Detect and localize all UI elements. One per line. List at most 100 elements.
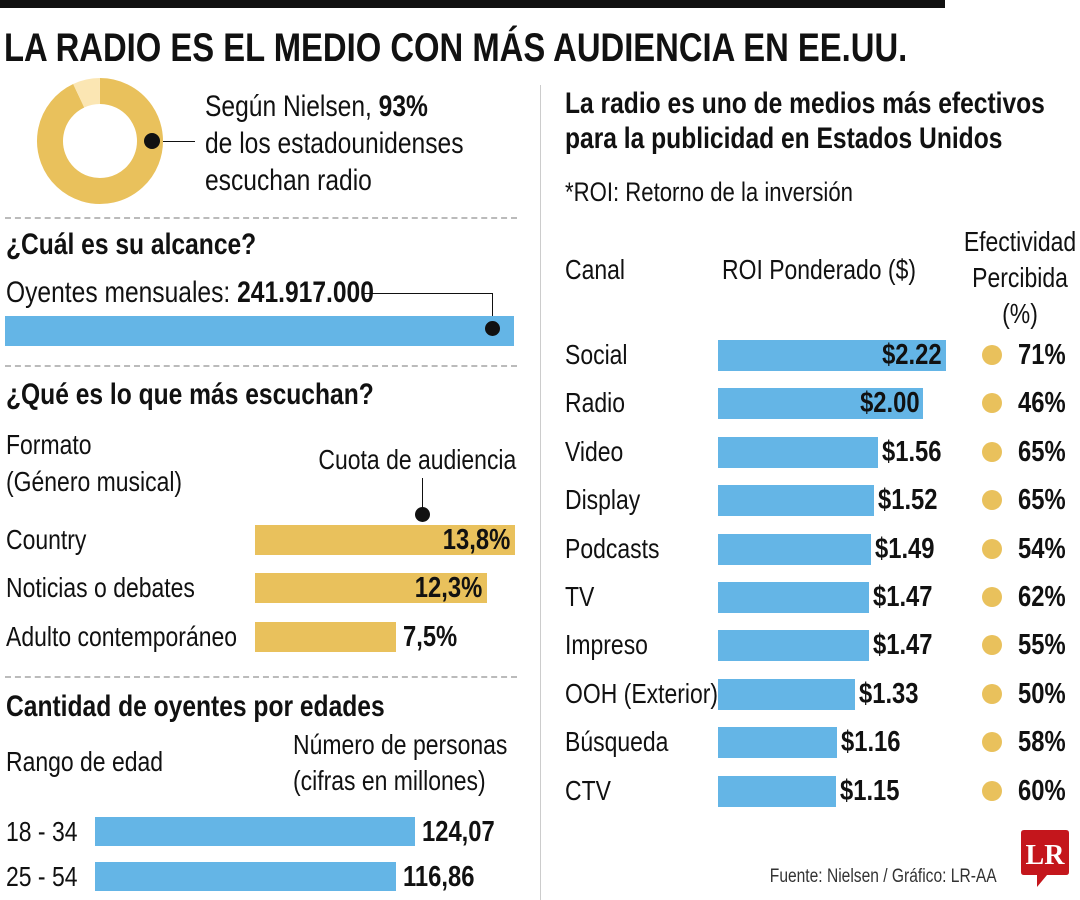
reach-label-text: Oyentes mensuales: bbox=[6, 276, 238, 309]
roi-value: $1.47 bbox=[872, 581, 933, 613]
donut-chart bbox=[37, 78, 163, 204]
format-bar bbox=[255, 525, 515, 555]
roi-value: $1.15 bbox=[840, 774, 900, 807]
top-rule bbox=[0, 0, 945, 8]
divider bbox=[5, 365, 517, 367]
effectiveness-value: 46% bbox=[1018, 387, 1066, 420]
roi-channel-label: Podcasts bbox=[565, 532, 660, 564]
format-label: Country bbox=[6, 524, 87, 555]
effectiveness-value: 65% bbox=[1018, 484, 1066, 517]
reach-leader-line bbox=[362, 293, 493, 294]
effectiveness-dot bbox=[982, 490, 1002, 511]
reach-dot bbox=[485, 321, 500, 336]
donut-leader-line bbox=[163, 141, 195, 142]
formats-col1: Formato (Género musical) bbox=[6, 426, 182, 500]
roi-note: *ROI: Retorno de la inversión bbox=[565, 177, 853, 207]
donut-slice-rest bbox=[73, 78, 101, 108]
format-bar bbox=[255, 622, 397, 652]
reach-bar bbox=[5, 316, 514, 346]
age-label: 18 - 34 bbox=[6, 816, 78, 847]
roi-channel-label: TV bbox=[565, 581, 595, 612]
roi-channel-label: Display bbox=[565, 484, 641, 516]
roi-channel-label: CTV bbox=[565, 774, 611, 806]
caption-text: Según Nielsen, bbox=[205, 90, 379, 123]
effectiveness-dot bbox=[982, 683, 1002, 704]
roi-value: $1.49 bbox=[875, 532, 935, 565]
effectiveness-dot bbox=[982, 587, 1002, 607]
roi-value: $1.52 bbox=[878, 484, 938, 517]
age-value: 124,07 bbox=[422, 816, 495, 848]
effectiveness-value: 60% bbox=[1018, 774, 1066, 807]
col-efectividad: Efectividad Percibida (%) bbox=[954, 224, 1080, 332]
col-header: (cifras en millones) bbox=[293, 765, 486, 796]
format-label: Noticias o debates bbox=[6, 572, 195, 603]
effectiveness-dot bbox=[982, 635, 1002, 656]
reach-heading: ¿Cuál es su alcance? bbox=[6, 228, 257, 261]
age-label: 25 - 54 bbox=[6, 861, 78, 892]
age-bar bbox=[95, 862, 397, 891]
format-bar bbox=[255, 573, 487, 603]
col-header: Percibida bbox=[972, 262, 1068, 293]
donut-slice-listeners bbox=[37, 78, 163, 204]
roi-value: $2.00 bbox=[859, 387, 920, 420]
col-header: Número de personas bbox=[293, 729, 508, 760]
effectiveness-dot bbox=[982, 538, 1002, 559]
source: Fuente: Nielsen / Gráfico: LR-AA bbox=[770, 866, 997, 887]
roi-channel-label: Búsqueda bbox=[565, 726, 669, 758]
page-title: LA RADIO ES EL MEDIO CON MÁS AUDIENCIA E… bbox=[4, 26, 908, 70]
formats-leader-dot bbox=[415, 507, 430, 522]
roi-bar bbox=[718, 582, 869, 613]
caption-percent: 93% bbox=[378, 90, 428, 123]
caption-line: de los estadounidenses bbox=[205, 127, 464, 160]
roi-heading: La radio es uno de medios más efectivos … bbox=[565, 86, 1045, 156]
roi-channel-label: Impreso bbox=[565, 629, 648, 661]
roi-bar bbox=[718, 775, 837, 807]
effectiveness-value: 54% bbox=[1018, 532, 1066, 565]
effectiveness-dot bbox=[982, 441, 1002, 462]
col-header: Efectividad bbox=[963, 226, 1077, 257]
ages-col2: Número de personas (cifras en millones) bbox=[293, 727, 507, 799]
caption-line: escuchan radio bbox=[205, 164, 372, 197]
effectiveness-value: 58% bbox=[1018, 726, 1066, 759]
roi-channel-label: Video bbox=[565, 435, 624, 467]
divider bbox=[5, 217, 517, 219]
roi-bar bbox=[718, 630, 869, 662]
format-value: 7,5% bbox=[403, 621, 458, 653]
roi-bar bbox=[718, 727, 838, 759]
effectiveness-dot bbox=[982, 780, 1002, 801]
roi-bar bbox=[718, 678, 855, 710]
effectiveness-value: 50% bbox=[1018, 677, 1066, 710]
roi-bar bbox=[718, 485, 875, 517]
effectiveness-value: 65% bbox=[1018, 435, 1066, 468]
roi-channel-label: Social bbox=[565, 339, 628, 370]
effectiveness-value: 55% bbox=[1018, 629, 1066, 662]
ages-heading: Cantidad de oyentes por edades bbox=[6, 690, 385, 723]
reach-value: 241.917.000 bbox=[237, 276, 374, 309]
roi-bar bbox=[718, 388, 924, 420]
reach-leader-line bbox=[492, 293, 493, 327]
effectiveness-dot bbox=[982, 345, 1002, 365]
roi-bar bbox=[718, 340, 946, 371]
format-value: 13,8% bbox=[442, 524, 510, 556]
age-value: 116,86 bbox=[403, 861, 475, 893]
col-canal: Canal bbox=[565, 254, 626, 285]
roi-channel-label: OOH (Exterior) bbox=[565, 677, 719, 709]
col-header: Formato bbox=[6, 429, 92, 460]
effectiveness-dot bbox=[982, 732, 1002, 753]
col-header: (Género musical) bbox=[6, 466, 183, 497]
roi-value: $1.33 bbox=[858, 677, 919, 710]
donut-leader-dot bbox=[144, 133, 160, 149]
col-roi: ROI Ponderado ($) bbox=[722, 254, 916, 285]
roi-bar bbox=[718, 436, 879, 468]
heading-line: para la publicidad en Estados Unidos bbox=[565, 122, 1003, 155]
lr-logo: LR bbox=[1021, 830, 1069, 887]
roi-channel-label: Radio bbox=[565, 387, 626, 419]
reach-label: Oyentes mensuales: 241.917.000 bbox=[6, 276, 374, 310]
svg-text:LR: LR bbox=[1026, 840, 1066, 871]
effectiveness-value: 62% bbox=[1018, 581, 1066, 613]
format-label: Adulto contemporáneo bbox=[6, 621, 238, 652]
effectiveness-value: 71% bbox=[1018, 339, 1066, 371]
column-separator bbox=[540, 85, 541, 900]
roi-value: $1.47 bbox=[872, 629, 933, 662]
